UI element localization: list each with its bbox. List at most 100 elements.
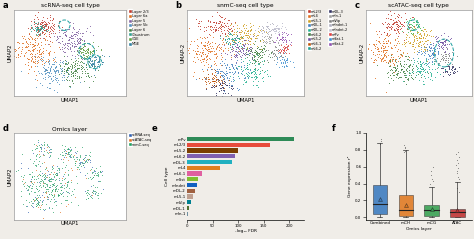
Point xyxy=(386,57,393,61)
Point xyxy=(412,34,420,38)
Point xyxy=(31,40,39,44)
Point xyxy=(87,56,94,60)
Point xyxy=(426,45,433,49)
Point xyxy=(411,33,419,37)
Point xyxy=(219,91,226,95)
Point xyxy=(78,31,85,35)
Point xyxy=(45,42,52,45)
Point xyxy=(75,66,82,70)
Point xyxy=(94,44,102,48)
Point xyxy=(440,43,447,47)
Point xyxy=(223,21,231,25)
Point xyxy=(16,41,23,45)
Point xyxy=(401,40,408,44)
Point xyxy=(30,190,37,194)
Point xyxy=(79,55,86,59)
Point xyxy=(57,157,64,160)
Point xyxy=(406,25,413,29)
Point xyxy=(53,76,61,80)
Point xyxy=(270,48,278,52)
Point xyxy=(46,185,54,189)
Point xyxy=(276,58,284,61)
Point xyxy=(228,42,236,45)
Point xyxy=(73,52,81,56)
Point xyxy=(58,25,65,28)
Point xyxy=(401,54,409,58)
Point xyxy=(40,149,48,153)
Point xyxy=(287,33,294,36)
Point xyxy=(426,57,434,60)
Point xyxy=(426,48,434,52)
Point xyxy=(49,74,57,77)
Point xyxy=(49,31,56,34)
Point xyxy=(403,23,411,27)
Point xyxy=(259,32,266,35)
Point xyxy=(58,78,65,82)
Point xyxy=(259,26,267,30)
Point xyxy=(77,56,84,60)
Point xyxy=(365,42,373,46)
Point xyxy=(35,140,42,144)
Point xyxy=(233,29,241,33)
Point xyxy=(421,70,429,74)
Point xyxy=(370,42,377,45)
Point xyxy=(89,196,96,200)
Text: a: a xyxy=(3,1,9,10)
Point xyxy=(63,180,70,184)
Point xyxy=(217,97,225,100)
Point xyxy=(39,15,47,19)
Point xyxy=(34,27,42,31)
Point xyxy=(215,83,223,87)
Point xyxy=(455,155,462,158)
Point xyxy=(418,72,426,76)
Point xyxy=(50,24,58,28)
Point xyxy=(47,147,55,151)
Point xyxy=(371,46,379,50)
Point xyxy=(221,72,228,76)
Point xyxy=(215,89,222,92)
Point xyxy=(46,179,53,183)
Point xyxy=(35,32,42,36)
Point xyxy=(283,58,291,62)
Point xyxy=(426,67,433,71)
Point xyxy=(86,168,93,172)
Point xyxy=(34,27,41,31)
Point xyxy=(35,184,43,188)
Point xyxy=(244,70,252,73)
Point xyxy=(239,46,247,50)
Point xyxy=(66,84,73,87)
Point xyxy=(213,71,220,75)
Point xyxy=(32,164,39,168)
Point xyxy=(96,179,103,183)
Point xyxy=(58,153,66,157)
Point xyxy=(442,64,449,68)
Point xyxy=(371,58,378,62)
Point xyxy=(86,154,94,158)
Point xyxy=(283,56,291,60)
Point xyxy=(62,204,70,207)
Point xyxy=(27,179,35,183)
Point xyxy=(33,25,40,29)
Point xyxy=(49,177,56,181)
Point xyxy=(412,36,420,40)
Point xyxy=(34,189,42,193)
Point xyxy=(402,62,410,66)
Point xyxy=(73,38,81,42)
Point xyxy=(381,51,389,55)
Point xyxy=(231,36,238,40)
Point xyxy=(433,66,440,70)
Point xyxy=(64,65,72,69)
Point xyxy=(210,79,218,82)
Point xyxy=(37,147,45,151)
Point xyxy=(76,154,84,158)
Point xyxy=(41,177,49,180)
Point xyxy=(36,173,44,177)
Point xyxy=(407,41,414,44)
Point xyxy=(39,49,46,53)
Point xyxy=(443,46,451,50)
Point xyxy=(97,55,104,59)
Point xyxy=(404,30,411,34)
Point xyxy=(212,84,219,88)
Point xyxy=(34,202,42,206)
Point xyxy=(221,51,229,54)
